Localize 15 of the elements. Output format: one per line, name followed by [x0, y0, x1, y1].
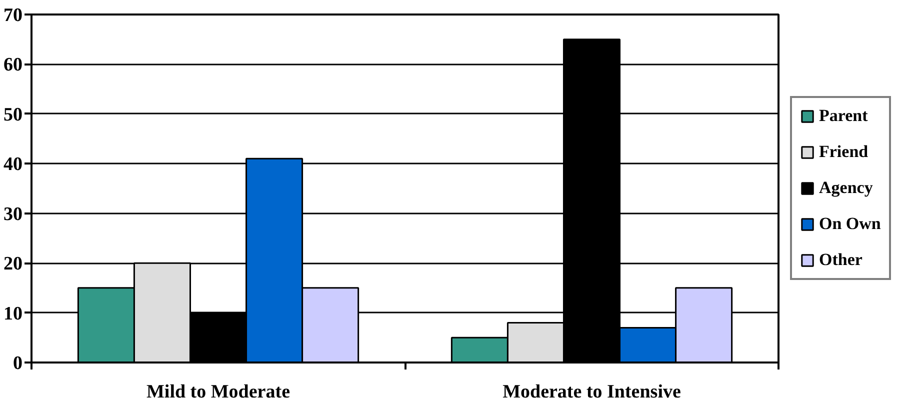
y-tick-label: 10	[4, 303, 22, 324]
y-tick-label: 60	[4, 54, 22, 76]
y-tick-label: 20	[4, 254, 22, 275]
legend-label: Parent	[819, 106, 868, 126]
x-tick-label: Mild to Moderate	[146, 382, 290, 402]
legend-label: On Own	[819, 214, 881, 234]
x-tick-label: Moderate to Intensive	[502, 382, 681, 402]
y-tick-label: 40	[4, 154, 22, 176]
y-tick-label: 0	[13, 353, 22, 374]
y-tick-label: 30	[4, 204, 22, 225]
legend-label: Other	[819, 250, 862, 270]
legend-label: Friend	[819, 142, 868, 162]
legend-label: Agency	[819, 178, 873, 198]
y-tick-label: 70	[4, 5, 22, 26]
y-tick-label: 50	[4, 104, 22, 126]
